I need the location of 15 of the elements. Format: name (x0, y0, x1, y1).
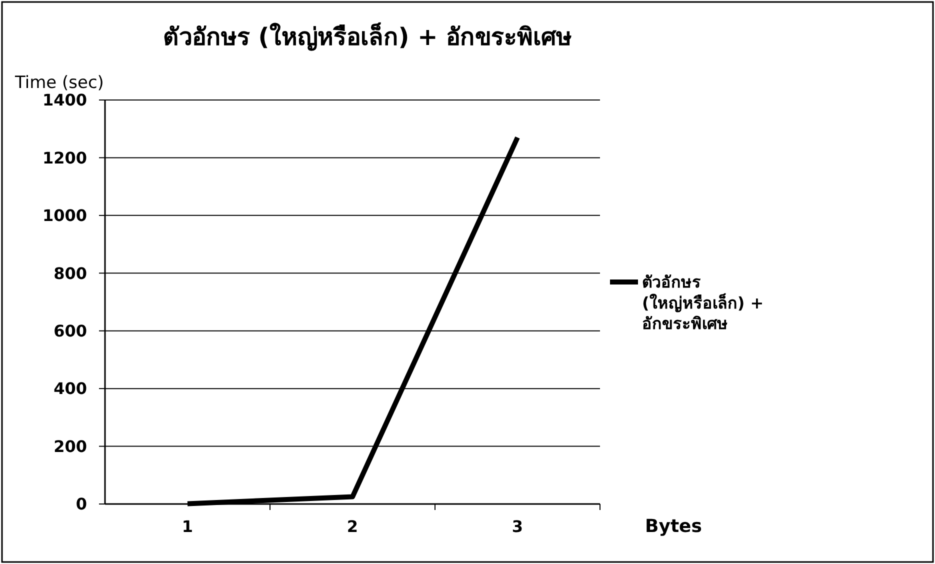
y-tick-label: 1000 (42, 206, 87, 226)
y-tick-label: 200 (54, 436, 87, 456)
y-tick-label: 600 (54, 321, 87, 340)
y-tick-label: 0 (76, 494, 87, 514)
y-axis-title: Time (sec) (14, 73, 104, 93)
y-tick-label: 1400 (42, 90, 87, 110)
y-tick-label: 800 (54, 264, 87, 283)
chart-title: ตัวอักษร (ใหญ่หรือเล็ก) + อักขระพิเศษ (162, 22, 572, 51)
y-tick-label: 1200 (42, 148, 87, 168)
x-tick-label: 3 (512, 517, 524, 536)
legend-label: ตัวอักษร (ใหญ่หรือเล็ก) + อักขระพิเศษ (642, 272, 764, 334)
x-tick-label: 1 (182, 517, 194, 536)
y-tick-label: 400 (54, 379, 87, 398)
x-axis-title: Bytes (645, 516, 702, 537)
x-tick-label: 2 (346, 517, 358, 536)
